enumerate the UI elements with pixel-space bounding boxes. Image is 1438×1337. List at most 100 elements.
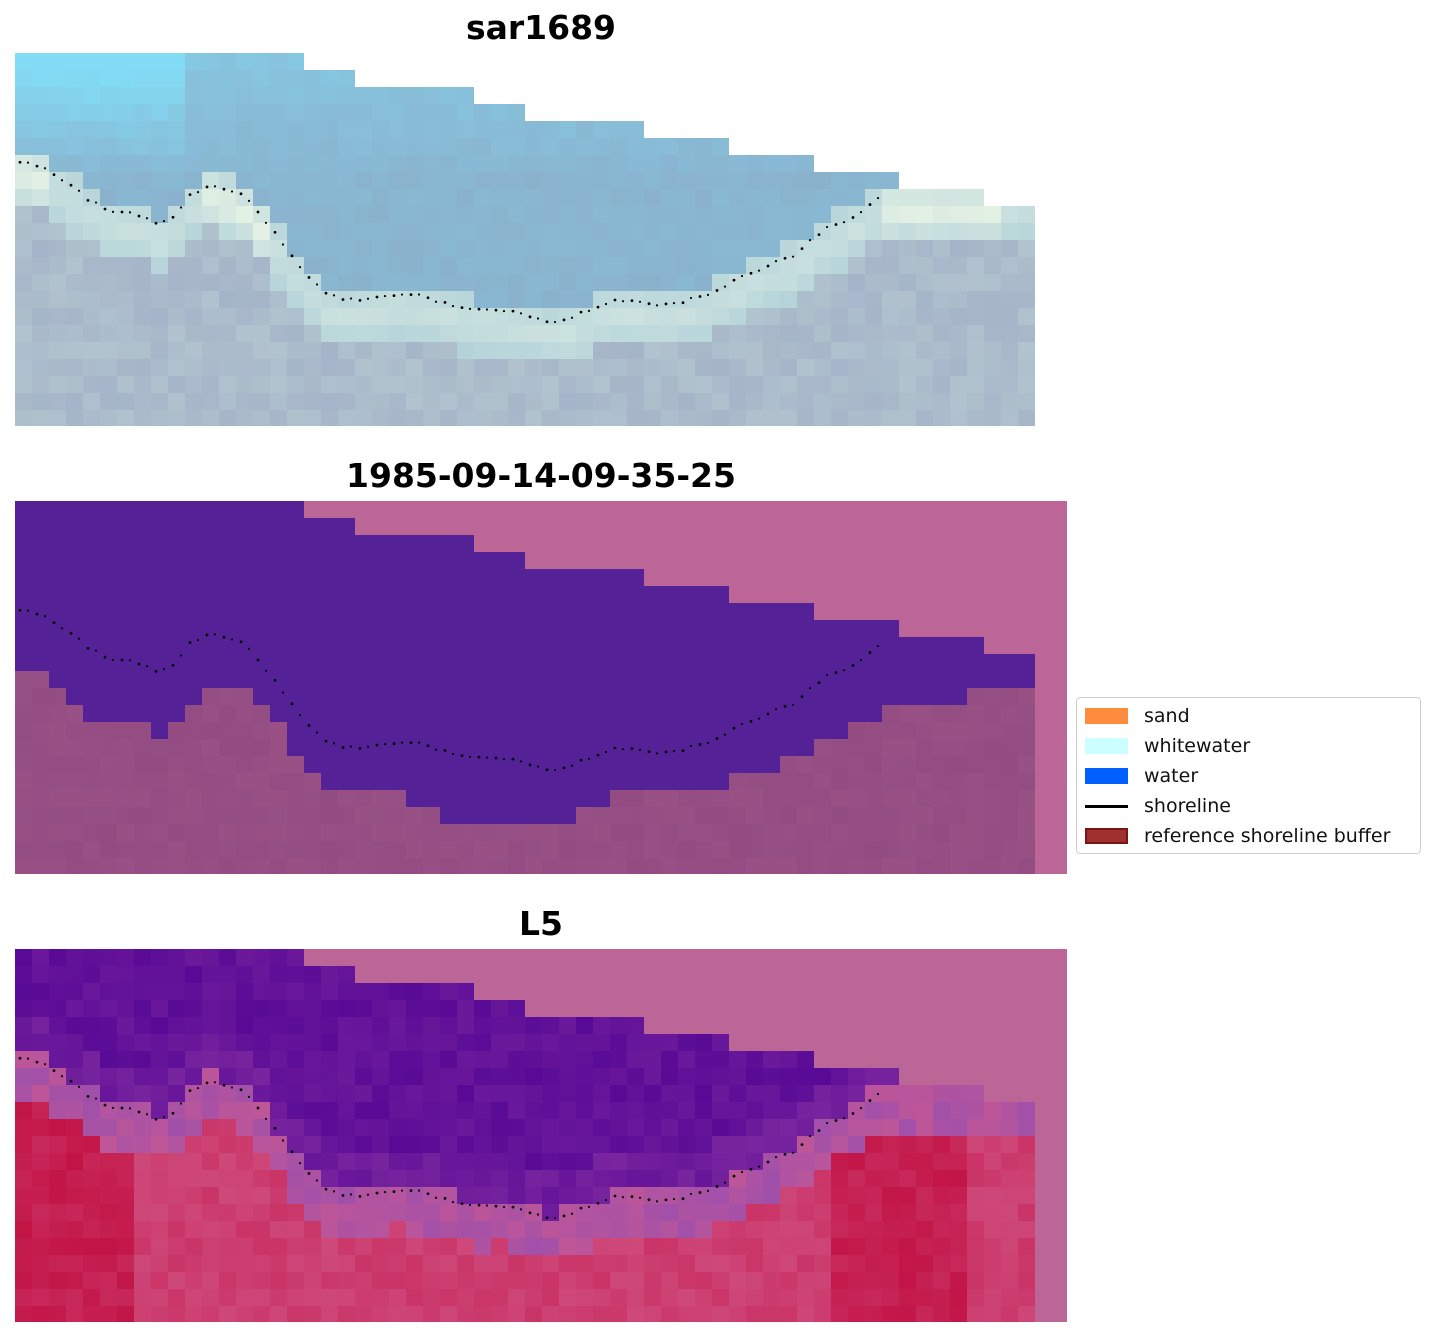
pixel-cell	[49, 70, 66, 87]
shoreline-point	[375, 1191, 379, 1195]
pixel-cell	[967, 342, 984, 359]
pixel-cell	[287, 342, 304, 359]
pixel-cell	[185, 824, 202, 841]
pixel-cell	[287, 104, 304, 121]
pixel-cell	[491, 1034, 508, 1051]
pixel-cell	[610, 223, 627, 240]
pixel-cell	[372, 1170, 389, 1187]
pixel-cell	[202, 518, 219, 535]
pixel-cell	[66, 1306, 83, 1322]
pixel-cell	[610, 739, 627, 756]
pixel-cell	[661, 773, 678, 790]
pixel-cell	[168, 1034, 185, 1051]
pixel-cell	[151, 705, 168, 722]
pixel-cell	[440, 1034, 457, 1051]
pixel-cell	[253, 722, 270, 739]
pixel-cell	[134, 1051, 151, 1068]
pixel-cell	[644, 189, 661, 206]
shoreline-point	[851, 664, 855, 667]
pixel-cell	[406, 722, 423, 739]
pixel-cell	[712, 393, 729, 410]
pixel-cell	[712, 342, 729, 359]
pixel-cell	[1018, 739, 1035, 756]
pixel-cell	[814, 654, 831, 671]
pixel-cell	[66, 240, 83, 257]
pixel-cell	[695, 739, 712, 756]
pixel-cell	[219, 1153, 236, 1170]
pixel-cell	[406, 172, 423, 189]
pixel-cell	[814, 359, 831, 376]
pixel-cell	[168, 291, 185, 308]
pixel-cell	[627, 223, 644, 240]
pixel-cell	[287, 739, 304, 756]
pixel-cell	[423, 739, 440, 756]
pixel-cell	[644, 274, 661, 291]
pixel-cell	[491, 1000, 508, 1017]
pixel-cell	[542, 1051, 559, 1068]
pixel-cell	[304, 189, 321, 206]
whitewater-swatch-icon	[1085, 738, 1128, 754]
pixel-cell	[134, 586, 151, 603]
pixel-cell	[66, 586, 83, 603]
pixel-cell	[389, 325, 406, 342]
pixel-cell	[746, 1153, 763, 1170]
pixel-cell	[542, 410, 559, 426]
pixel-cell	[593, 739, 610, 756]
pixel-cell	[66, 637, 83, 654]
pixel-cell	[610, 1272, 627, 1289]
pixel-cell	[270, 223, 287, 240]
pixel-cell	[117, 1221, 134, 1238]
pixel-cell	[338, 620, 355, 637]
pixel-cell	[117, 359, 134, 376]
pixel-cell	[151, 376, 168, 393]
pixel-cell	[32, 552, 49, 569]
pixel-cell	[967, 858, 984, 874]
pixel-cell	[916, 1204, 933, 1221]
pixel-cell	[355, 1204, 372, 1221]
pixel-cell	[151, 949, 168, 966]
pixel-cell	[423, 671, 440, 688]
pixel-cell	[814, 223, 831, 240]
pixel-cell	[661, 1306, 678, 1322]
pixel-cell	[899, 1136, 916, 1153]
pixel-cell	[440, 535, 457, 552]
pixel-cell	[882, 291, 899, 308]
pixel-cell	[100, 807, 117, 824]
shoreline-point	[366, 297, 370, 300]
shoreline-point	[188, 641, 192, 645]
pixel-cell	[950, 342, 967, 359]
shoreline-point	[706, 741, 710, 744]
pixel-cell	[678, 841, 695, 858]
pixel-cell	[559, 1034, 576, 1051]
pixel-cell	[423, 87, 440, 104]
pixel-cell	[865, 189, 882, 206]
shoreline-point	[621, 300, 625, 303]
pixel-cell	[304, 552, 321, 569]
shoreline-point	[842, 669, 846, 672]
pixel-cell	[542, 654, 559, 671]
pixel-cell	[134, 376, 151, 393]
pixel-cell	[185, 1204, 202, 1221]
pixel-cell	[270, 376, 287, 393]
pixel-cell	[627, 291, 644, 308]
pixel-cell	[185, 1306, 202, 1322]
pixel-cell	[66, 1187, 83, 1204]
pixel-cell	[202, 104, 219, 121]
pixel-cell	[66, 535, 83, 552]
pixel-cell	[712, 206, 729, 223]
pixel-cell	[134, 223, 151, 240]
pixel-cell	[49, 535, 66, 552]
pixel-cell	[423, 705, 440, 722]
pixel-cell	[508, 824, 525, 841]
pixel-cell	[644, 841, 661, 858]
pixel-cell	[168, 824, 185, 841]
pixel-cell	[559, 569, 576, 586]
pixel-cell	[1001, 756, 1018, 773]
pixel-cell	[100, 53, 117, 70]
pixel-cell	[695, 257, 712, 274]
pixel-cell	[627, 308, 644, 325]
shoreline-point	[825, 225, 829, 229]
pixel-cell	[389, 569, 406, 586]
pixel-cell	[916, 1289, 933, 1306]
pixel-cell	[338, 87, 355, 104]
